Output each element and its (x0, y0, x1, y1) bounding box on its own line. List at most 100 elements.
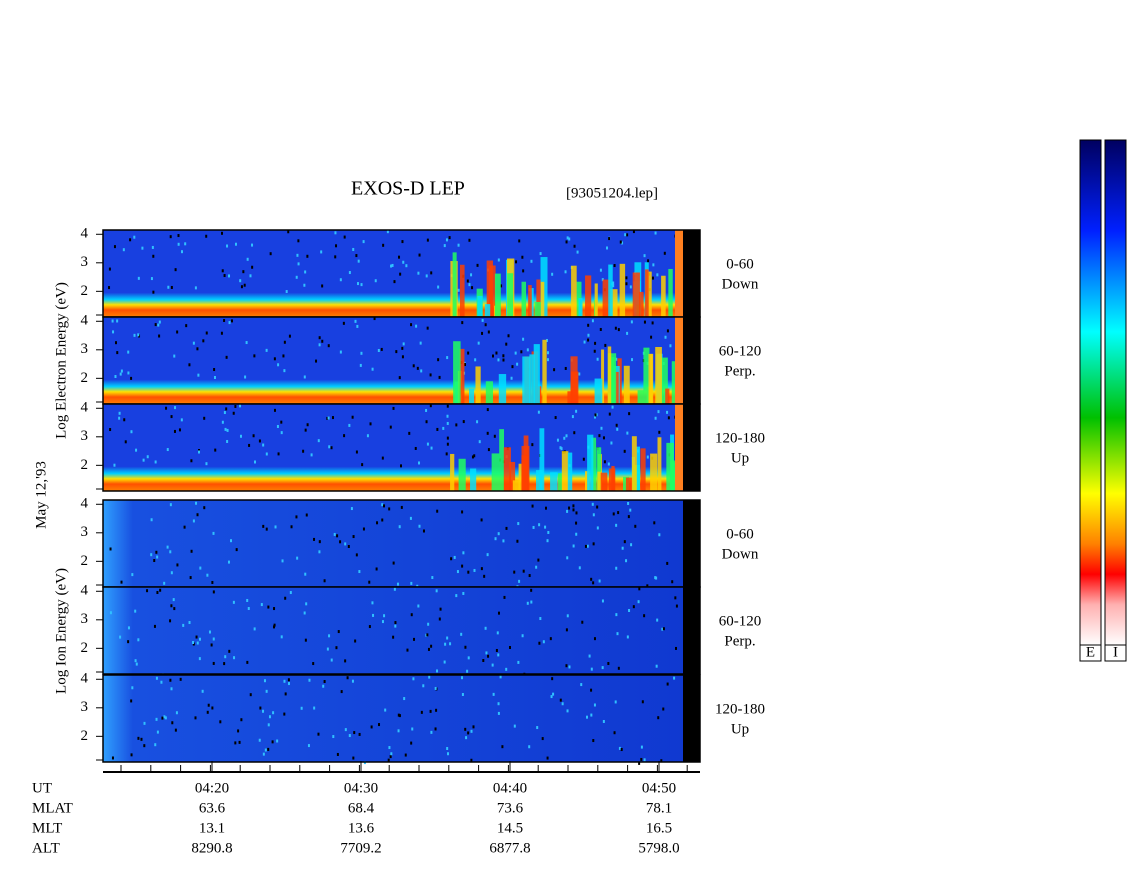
direction-label: Down (722, 546, 759, 562)
spectrogram-speck (112, 330, 115, 334)
no-data (683, 317, 700, 404)
spectrogram-speck (658, 430, 661, 434)
spectrogram-speck (446, 404, 449, 408)
spectrogram-speck (180, 418, 183, 422)
spectrogram-speck (346, 676, 349, 680)
spectrogram-speck (546, 539, 549, 543)
spectrogram-speck (213, 376, 216, 380)
y-tick-label: 2 (81, 553, 89, 569)
y-tick-label: 4 (81, 313, 89, 329)
spectrogram-speck (173, 607, 176, 611)
spectrogram-speck (131, 573, 134, 577)
spectrogram-speck (156, 590, 159, 594)
spectrogram-speck (416, 366, 419, 370)
spectrogram-speck (230, 539, 233, 543)
spectrogram-speck (606, 246, 609, 250)
spectrogram-speck (252, 434, 255, 438)
spectrogram-speck (358, 570, 361, 574)
spectrogram-speck (267, 747, 270, 751)
spectrogram-speck (163, 581, 166, 585)
spectrogram-speck (140, 737, 143, 741)
spectrogram-speck (158, 334, 161, 338)
spectrogram-speck (273, 607, 276, 611)
panel-frame (102, 586, 701, 675)
spectrogram-speck (559, 446, 562, 450)
spectrogram-speck (616, 427, 619, 431)
spectrogram-burst (542, 339, 547, 404)
spectrogram-speck (462, 551, 465, 555)
ephemeris-label: UT (32, 780, 52, 796)
spectrogram-burst (657, 437, 662, 491)
ephemeris-value: 78.1 (646, 800, 672, 816)
spectrogram-speck (422, 529, 425, 533)
spectrogram-speck (434, 686, 437, 690)
spectrogram-speck (426, 633, 429, 637)
spectrogram-speck (154, 743, 157, 747)
ephemeris-value: 73.6 (497, 800, 524, 816)
spectrogram-speck (446, 356, 449, 360)
spectrogram-speck (273, 408, 276, 412)
spectrogram-speck (397, 713, 400, 717)
spectrogram-speck (497, 653, 500, 657)
spectrogram-speck (320, 250, 323, 254)
spectrogram-speck (397, 729, 400, 733)
spectrogram-speck (435, 708, 438, 712)
spectrogram-speck (592, 513, 595, 517)
spectrogram-burst (587, 434, 594, 491)
spectrogram-speck (438, 617, 441, 621)
spectrogram-speck (323, 680, 326, 684)
spectrogram-burst (468, 388, 475, 404)
spectrogram-speck (326, 647, 329, 651)
spectrogram-speck (640, 745, 643, 749)
spectrogram-burst (661, 275, 666, 317)
spectrogram-speck (150, 277, 153, 281)
spectrogram-speck (629, 285, 632, 289)
spectrogram-speck (447, 752, 450, 756)
spectrogram-speck (228, 274, 231, 278)
group-label: Log Ion Energy (eV) (53, 568, 69, 694)
spectrogram-speck (358, 732, 361, 736)
spectrogram-speck (259, 706, 262, 710)
spectrogram-speck (348, 423, 351, 427)
spectrogram-speck (595, 413, 598, 417)
spectrogram-speck (304, 572, 307, 576)
spectrogram-speck (565, 434, 568, 438)
spectrogram-speck (552, 692, 555, 696)
spectrogram-speck (582, 457, 585, 461)
spectrogram-burst (477, 295, 483, 317)
spectrogram-speck (343, 235, 346, 239)
spectrogram-speck (486, 553, 489, 557)
spectrogram-speck (546, 358, 549, 362)
spectrogram-speck (654, 231, 657, 235)
spectrogram-speck (354, 639, 357, 643)
spectrogram-speck (601, 666, 604, 670)
ephemeris-value: 04:20 (195, 780, 229, 796)
spectrogram-speck (262, 752, 265, 756)
spectrogram-speck (493, 434, 496, 438)
spectrogram-speck (409, 516, 412, 520)
spectrogram-speck (673, 676, 676, 680)
spectrogram-speck (280, 431, 283, 435)
spectrogram-speck (267, 723, 270, 727)
spectrogram-speck (390, 264, 393, 268)
spectrogram-speck (152, 254, 155, 258)
spectrogram-speck (141, 246, 144, 250)
spectrogram-speck (602, 719, 605, 723)
spectrogram-edge (675, 230, 683, 317)
spectrogram-speck (134, 609, 137, 613)
spectrogram-speck (531, 504, 534, 508)
spectrogram-speck (227, 560, 230, 564)
spectrogram-speck (474, 358, 477, 362)
spectrogram-speck (190, 549, 193, 553)
spectrogram-speck (607, 462, 610, 466)
spectrogram-speck (588, 654, 591, 658)
spectrogram-speck (522, 269, 525, 273)
spectrogram-speck (450, 557, 453, 561)
spectrogram-speck (323, 579, 326, 583)
spectrogram-speck (632, 605, 635, 609)
spectrogram-speck (662, 627, 665, 631)
spectrogram-speck (429, 709, 432, 713)
spectrogram-speck (208, 630, 211, 634)
spectrogram-speck (538, 523, 541, 527)
spectrogram-speck (634, 524, 637, 528)
